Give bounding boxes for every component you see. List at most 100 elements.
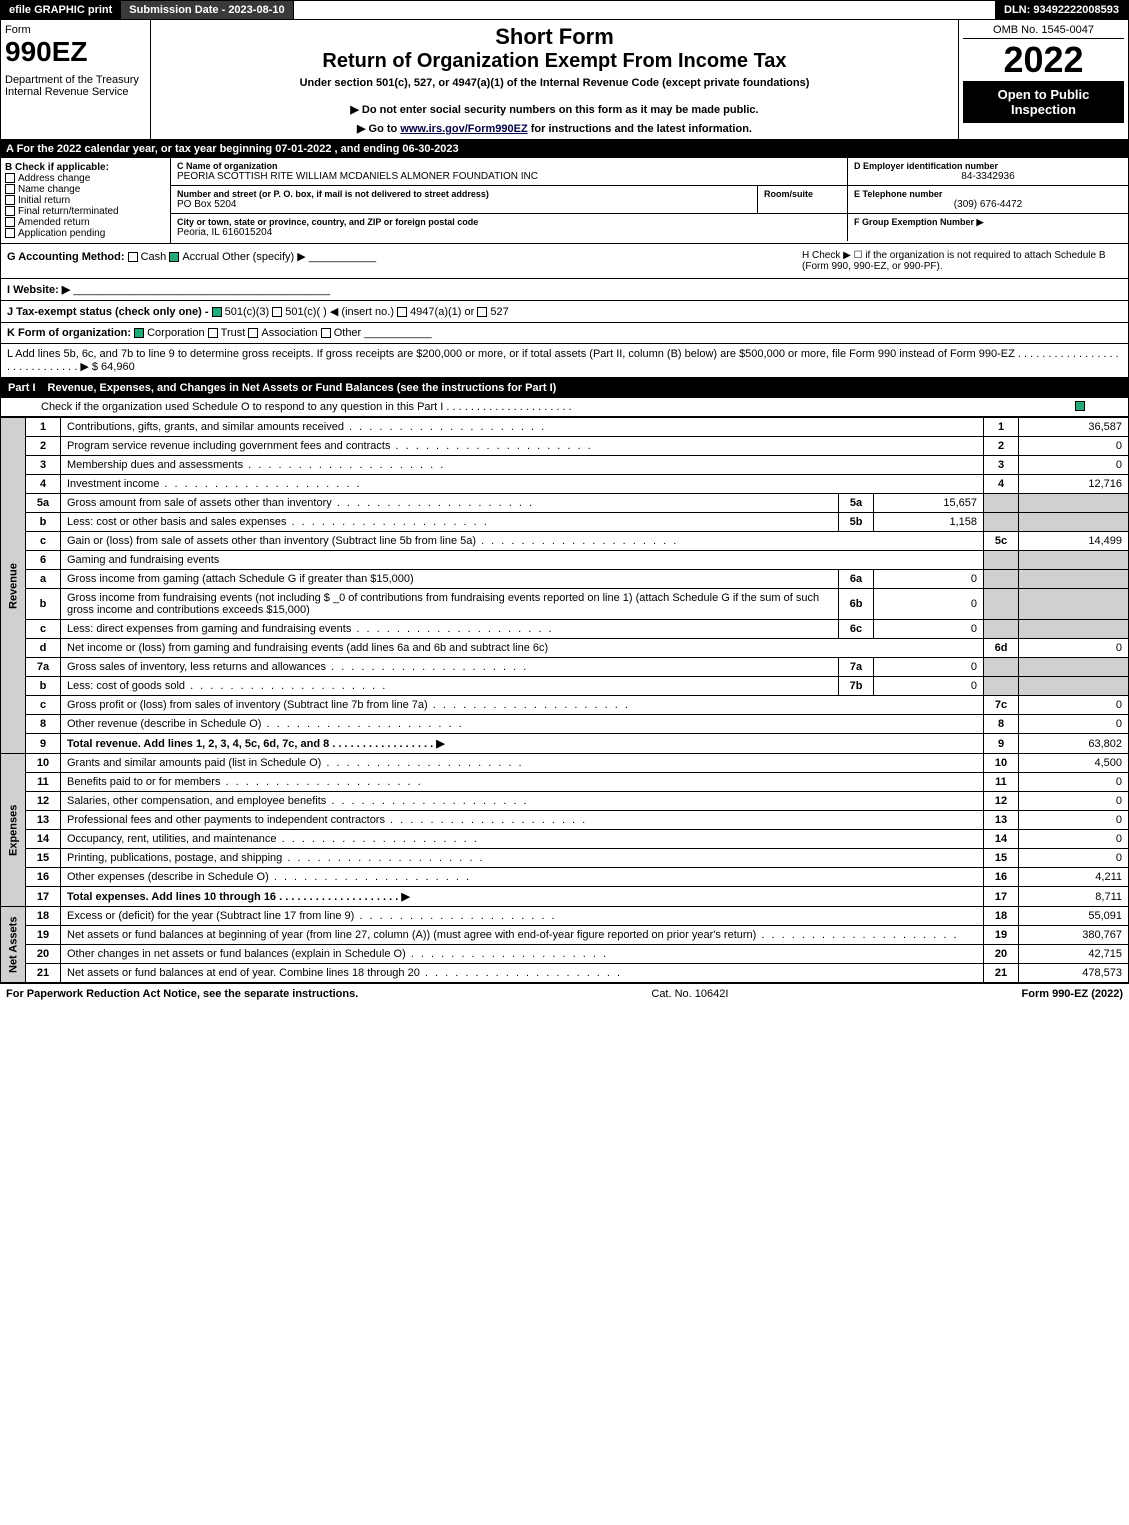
l18-amt: 55,091: [1019, 907, 1129, 926]
tax-year: 2022: [963, 39, 1124, 81]
chk-address-change[interactable]: Address change: [5, 173, 166, 184]
g-accrual: Accrual: [182, 251, 219, 263]
l6a-num: a: [26, 570, 61, 589]
irs-link[interactable]: www.irs.gov/Form990EZ: [400, 123, 527, 135]
l3-amt: 0: [1019, 456, 1129, 475]
chk-application-pending[interactable]: Application pending: [5, 228, 166, 239]
chk-4947[interactable]: [397, 307, 407, 317]
l6b-desc: Gross income from fundraising events (no…: [61, 589, 839, 620]
section-l-gross-receipts: L Add lines 5b, 6c, and 7b to line 9 to …: [0, 344, 1129, 378]
l-text: L Add lines 5b, 6c, and 7b to line 9 to …: [7, 348, 1119, 373]
chk-trust[interactable]: [208, 328, 218, 338]
city-value: Peoria, IL 616015204: [177, 227, 841, 238]
l6b-shade1: [984, 589, 1019, 620]
l5c-amt: 14,499: [1019, 532, 1129, 551]
efile-graphic-print[interactable]: efile GRAPHIC print: [1, 1, 121, 19]
chk-schedule-o[interactable]: [1075, 401, 1085, 411]
chk-corp[interactable]: [134, 328, 144, 338]
l2-desc: Program service revenue including govern…: [61, 437, 984, 456]
l7a-shade2: [1019, 658, 1129, 677]
short-form-title: Short Form: [155, 24, 954, 50]
omb-number: OMB No. 1545-0047: [963, 24, 1124, 39]
chk-501c[interactable]: [272, 307, 282, 317]
street-label: Number and street (or P. O. box, if mail…: [177, 189, 751, 199]
chk-other[interactable]: [321, 328, 331, 338]
row-city-group: City or town, state or province, country…: [171, 214, 1128, 241]
dln: DLN: 93492222008593: [995, 1, 1128, 19]
l1-num: 1: [26, 418, 61, 437]
form-number: 990EZ: [5, 36, 146, 68]
l3-num2: 3: [984, 456, 1019, 475]
l18-desc: Excess or (deficit) for the year (Subtra…: [61, 907, 984, 926]
chk-name-change[interactable]: Name change: [5, 184, 166, 195]
k-trust: Trust: [221, 327, 246, 339]
chk-amended-return[interactable]: Amended return: [5, 217, 166, 228]
l19-amt: 380,767: [1019, 926, 1129, 945]
l13-desc: Professional fees and other payments to …: [61, 811, 984, 830]
form-word: Form: [5, 24, 146, 36]
revenue-sidebar: Revenue: [1, 418, 26, 754]
section-c-street: Number and street (or P. O. box, if mail…: [171, 186, 758, 213]
j-4947: 4947(a)(1) or: [410, 306, 474, 318]
l19-num: 19: [26, 926, 61, 945]
chk-final-return[interactable]: Final return/terminated: [5, 206, 166, 217]
row-name-ein: C Name of organization PEORIA SCOTTISH R…: [171, 158, 1128, 186]
part-i-title: Revenue, Expenses, and Changes in Net As…: [48, 382, 557, 394]
footer-cat-no: Cat. No. 10642I: [651, 988, 728, 1000]
l5c-num2: 5c: [984, 532, 1019, 551]
l12-num2: 12: [984, 792, 1019, 811]
l14-num2: 14: [984, 830, 1019, 849]
l4-num: 4: [26, 475, 61, 494]
g-cash: Cash: [141, 251, 167, 263]
l15-amt: 0: [1019, 849, 1129, 868]
l5a-num: 5a: [26, 494, 61, 513]
l21-amt: 478,573: [1019, 964, 1129, 983]
l11-desc: Benefits paid to or for members: [61, 773, 984, 792]
group-label: F Group Exemption Number ▶: [854, 217, 1122, 228]
l14-num: 14: [26, 830, 61, 849]
section-c-city: City or town, state or province, country…: [171, 214, 848, 241]
l19-num2: 19: [984, 926, 1019, 945]
l7c-amt: 0: [1019, 696, 1129, 715]
chk-initial-return[interactable]: Initial return: [5, 195, 166, 206]
l13-num: 13: [26, 811, 61, 830]
l21-num2: 21: [984, 964, 1019, 983]
chk-527[interactable]: [477, 307, 487, 317]
l5b-shade1: [984, 513, 1019, 532]
l9-desc: Total revenue. Add lines 1, 2, 3, 4, 5c,…: [61, 734, 984, 754]
l6c-num: c: [26, 620, 61, 639]
l5b-sa: 1,158: [874, 513, 984, 532]
city-label: City or town, state or province, country…: [177, 217, 841, 227]
ein-label: D Employer identification number: [854, 161, 1122, 171]
goto-line: ▶ Go to www.irs.gov/Form990EZ for instru…: [155, 122, 954, 135]
l7a-desc: Gross sales of inventory, less returns a…: [61, 658, 839, 677]
l16-amt: 4,211: [1019, 868, 1129, 887]
j-501c: 501(c)( ) ◀ (insert no.): [285, 306, 394, 318]
org-name: PEORIA SCOTTISH RITE WILLIAM MCDANIELS A…: [177, 171, 841, 182]
l6-shade1: [984, 551, 1019, 570]
l14-desc: Occupancy, rent, utilities, and maintena…: [61, 830, 984, 849]
part-i-table: Revenue 1Contributions, gifts, grants, a…: [0, 417, 1129, 983]
l6a-desc: Gross income from gaming (attach Schedul…: [61, 570, 839, 589]
chk-assoc[interactable]: [248, 328, 258, 338]
page-footer: For Paperwork Reduction Act Notice, see …: [0, 983, 1129, 1004]
l7b-sa: 0: [874, 677, 984, 696]
chk-accrual[interactable]: [169, 252, 179, 262]
l16-num2: 16: [984, 868, 1019, 887]
l9-amt: 63,802: [1019, 734, 1129, 754]
l13-num2: 13: [984, 811, 1019, 830]
header-left: Form 990EZ Department of the Treasury In…: [1, 20, 151, 139]
under-section: Under section 501(c), 527, or 4947(a)(1)…: [155, 77, 954, 89]
l8-num2: 8: [984, 715, 1019, 734]
l3-desc: Membership dues and assessments: [61, 456, 984, 475]
section-i-website: I Website: ▶ ___________________________…: [0, 279, 1129, 301]
j-label: J Tax-exempt status (check only one) -: [7, 306, 209, 318]
l10-num: 10: [26, 754, 61, 773]
footer-form-ref: Form 990-EZ (2022): [1022, 988, 1123, 1000]
l5a-sl: 5a: [839, 494, 874, 513]
l6-desc: Gaming and fundraising events: [61, 551, 984, 570]
section-b: B Check if applicable: Address change Na…: [1, 158, 171, 243]
chk-cash[interactable]: [128, 252, 138, 262]
chk-501c3[interactable]: [212, 307, 222, 317]
part-i-label: Part I: [8, 382, 36, 394]
